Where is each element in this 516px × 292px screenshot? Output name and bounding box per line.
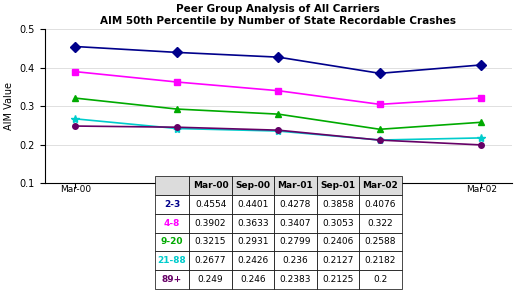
9-20 xyxy=(72,96,78,100)
Line: 4-8: 4-8 xyxy=(72,68,485,108)
Text: Sep-01: Sep-01 xyxy=(364,185,396,194)
4-8 xyxy=(275,89,281,93)
89+ xyxy=(174,126,180,129)
Line: 9-20: 9-20 xyxy=(72,95,485,133)
89+ xyxy=(72,124,78,128)
Line: 2-3: 2-3 xyxy=(72,43,485,77)
21-88 xyxy=(275,129,281,133)
89+ xyxy=(275,128,281,132)
4-8 xyxy=(72,70,78,73)
2-3 xyxy=(377,72,383,75)
2-3 xyxy=(72,45,78,48)
4-8 xyxy=(377,102,383,106)
Text: Sep-00: Sep-00 xyxy=(161,185,193,194)
4-8 xyxy=(478,96,485,100)
9-20 xyxy=(377,128,383,131)
2-3 xyxy=(275,55,281,59)
Line: 89+: 89+ xyxy=(73,123,484,148)
21-88 xyxy=(174,127,180,130)
Text: Mar-02: Mar-02 xyxy=(466,185,497,194)
21-88 xyxy=(377,138,383,142)
89+ xyxy=(377,138,383,142)
4-8 xyxy=(174,80,180,84)
9-20 xyxy=(275,112,281,116)
Text: Mar-00: Mar-00 xyxy=(60,185,91,194)
89+ xyxy=(478,143,485,147)
2-3 xyxy=(478,63,485,67)
Y-axis label: AIM Value: AIM Value xyxy=(4,82,14,131)
Line: 21-88: 21-88 xyxy=(71,115,486,144)
2-3 xyxy=(174,51,180,54)
9-20 xyxy=(478,121,485,124)
21-88 xyxy=(72,117,78,121)
9-20 xyxy=(174,107,180,111)
Text: Mar-01: Mar-01 xyxy=(263,185,294,194)
21-88 xyxy=(478,136,485,140)
Title: Peer Group Analysis of All Carriers
AIM 50th Percentile by Number of State Recor: Peer Group Analysis of All Carriers AIM … xyxy=(100,4,456,26)
